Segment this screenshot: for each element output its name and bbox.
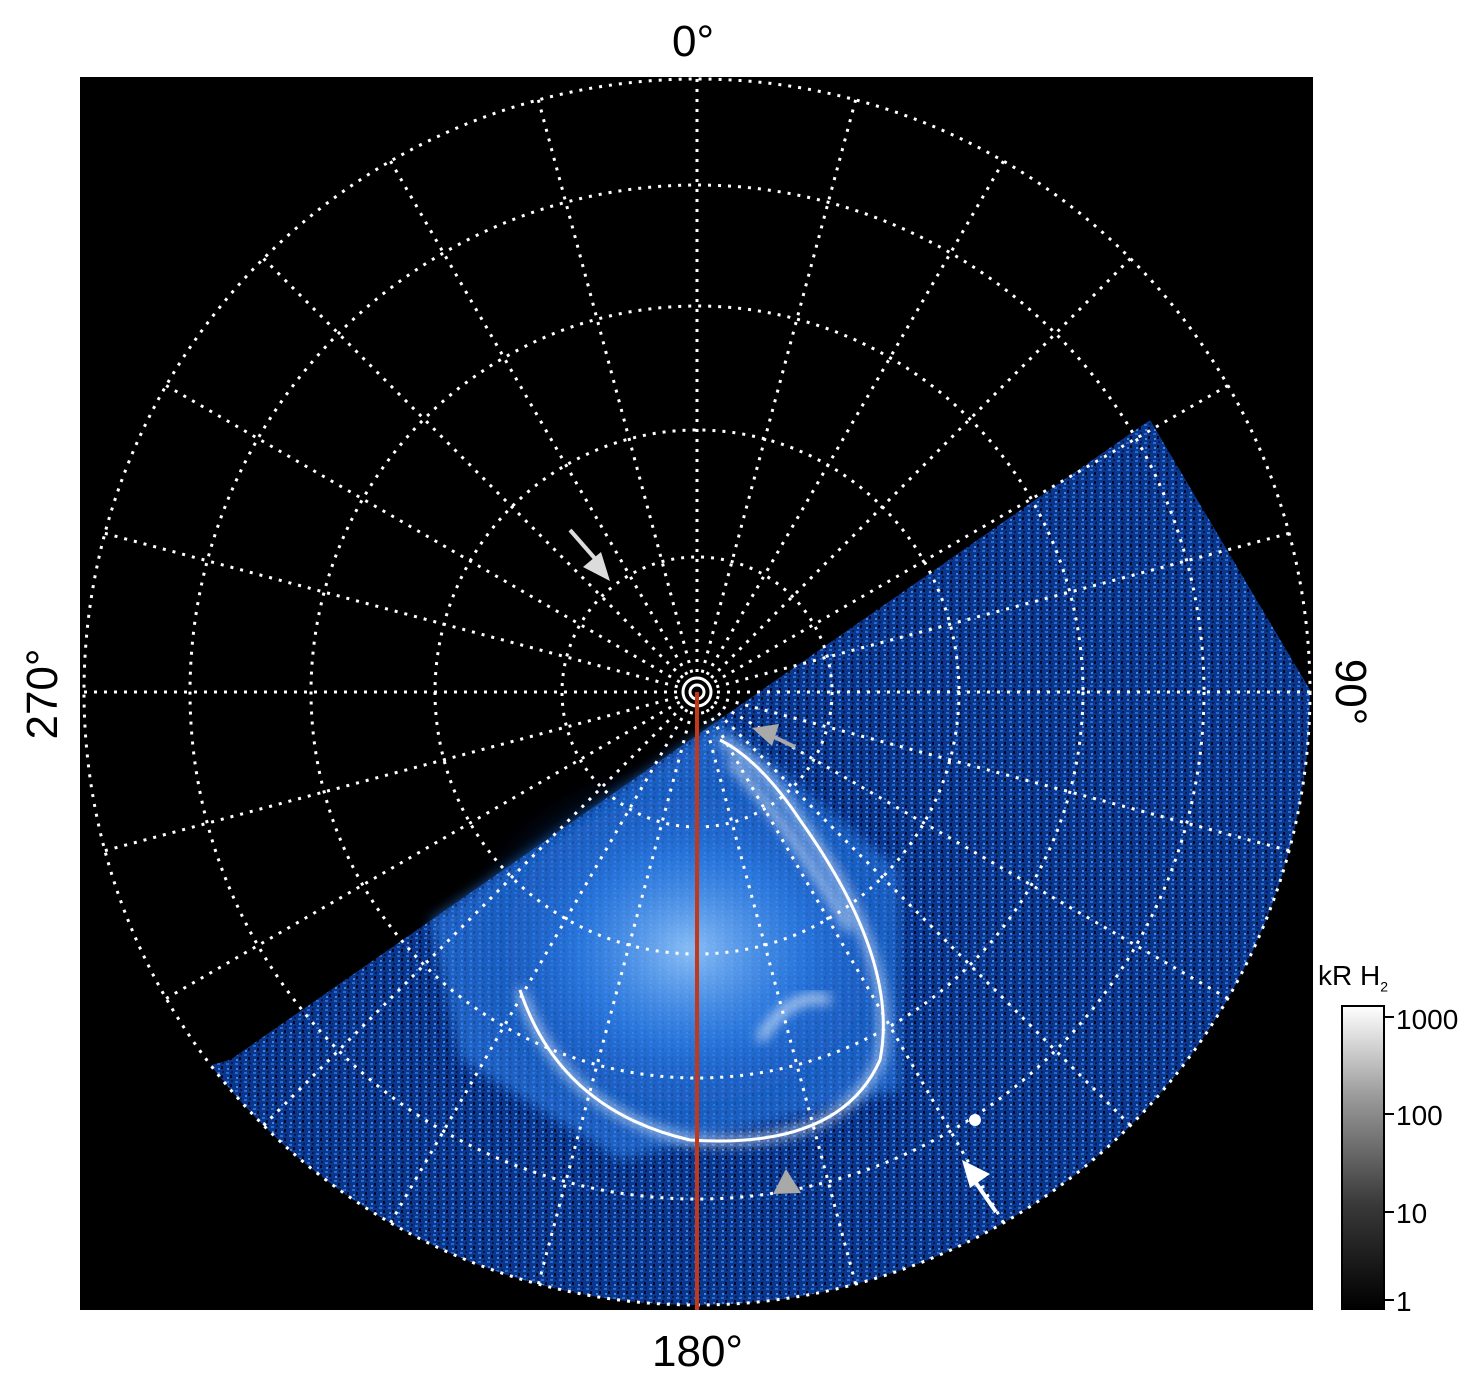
arrow-gray-lower [773, 1169, 801, 1194]
colorbar-tick-100: 100 [1396, 1100, 1443, 1131]
label-180-degrees: 180° [652, 1327, 744, 1376]
arrow-white-upper-left [568, 528, 610, 581]
colorbar [1341, 1005, 1394, 1310]
colorbar-tick-10: 10 [1396, 1198, 1428, 1229]
colorbar-tick-1: 1 [1396, 1286, 1412, 1317]
label-270-degrees: 270° [18, 648, 67, 740]
arrow-gray-near-pole [752, 724, 796, 749]
colorbar-tick-1000: 1000 [1396, 1004, 1459, 1035]
colorbar-title-subscript: 2 [1380, 978, 1389, 995]
label-0-degrees: 0° [672, 17, 715, 66]
arrow-white-lower-right [962, 1160, 998, 1214]
colorbar-title-text: kR H [1318, 960, 1381, 991]
label-90-degrees: 90° [1326, 658, 1375, 726]
colorbar-title: kR H2 [1318, 962, 1388, 994]
